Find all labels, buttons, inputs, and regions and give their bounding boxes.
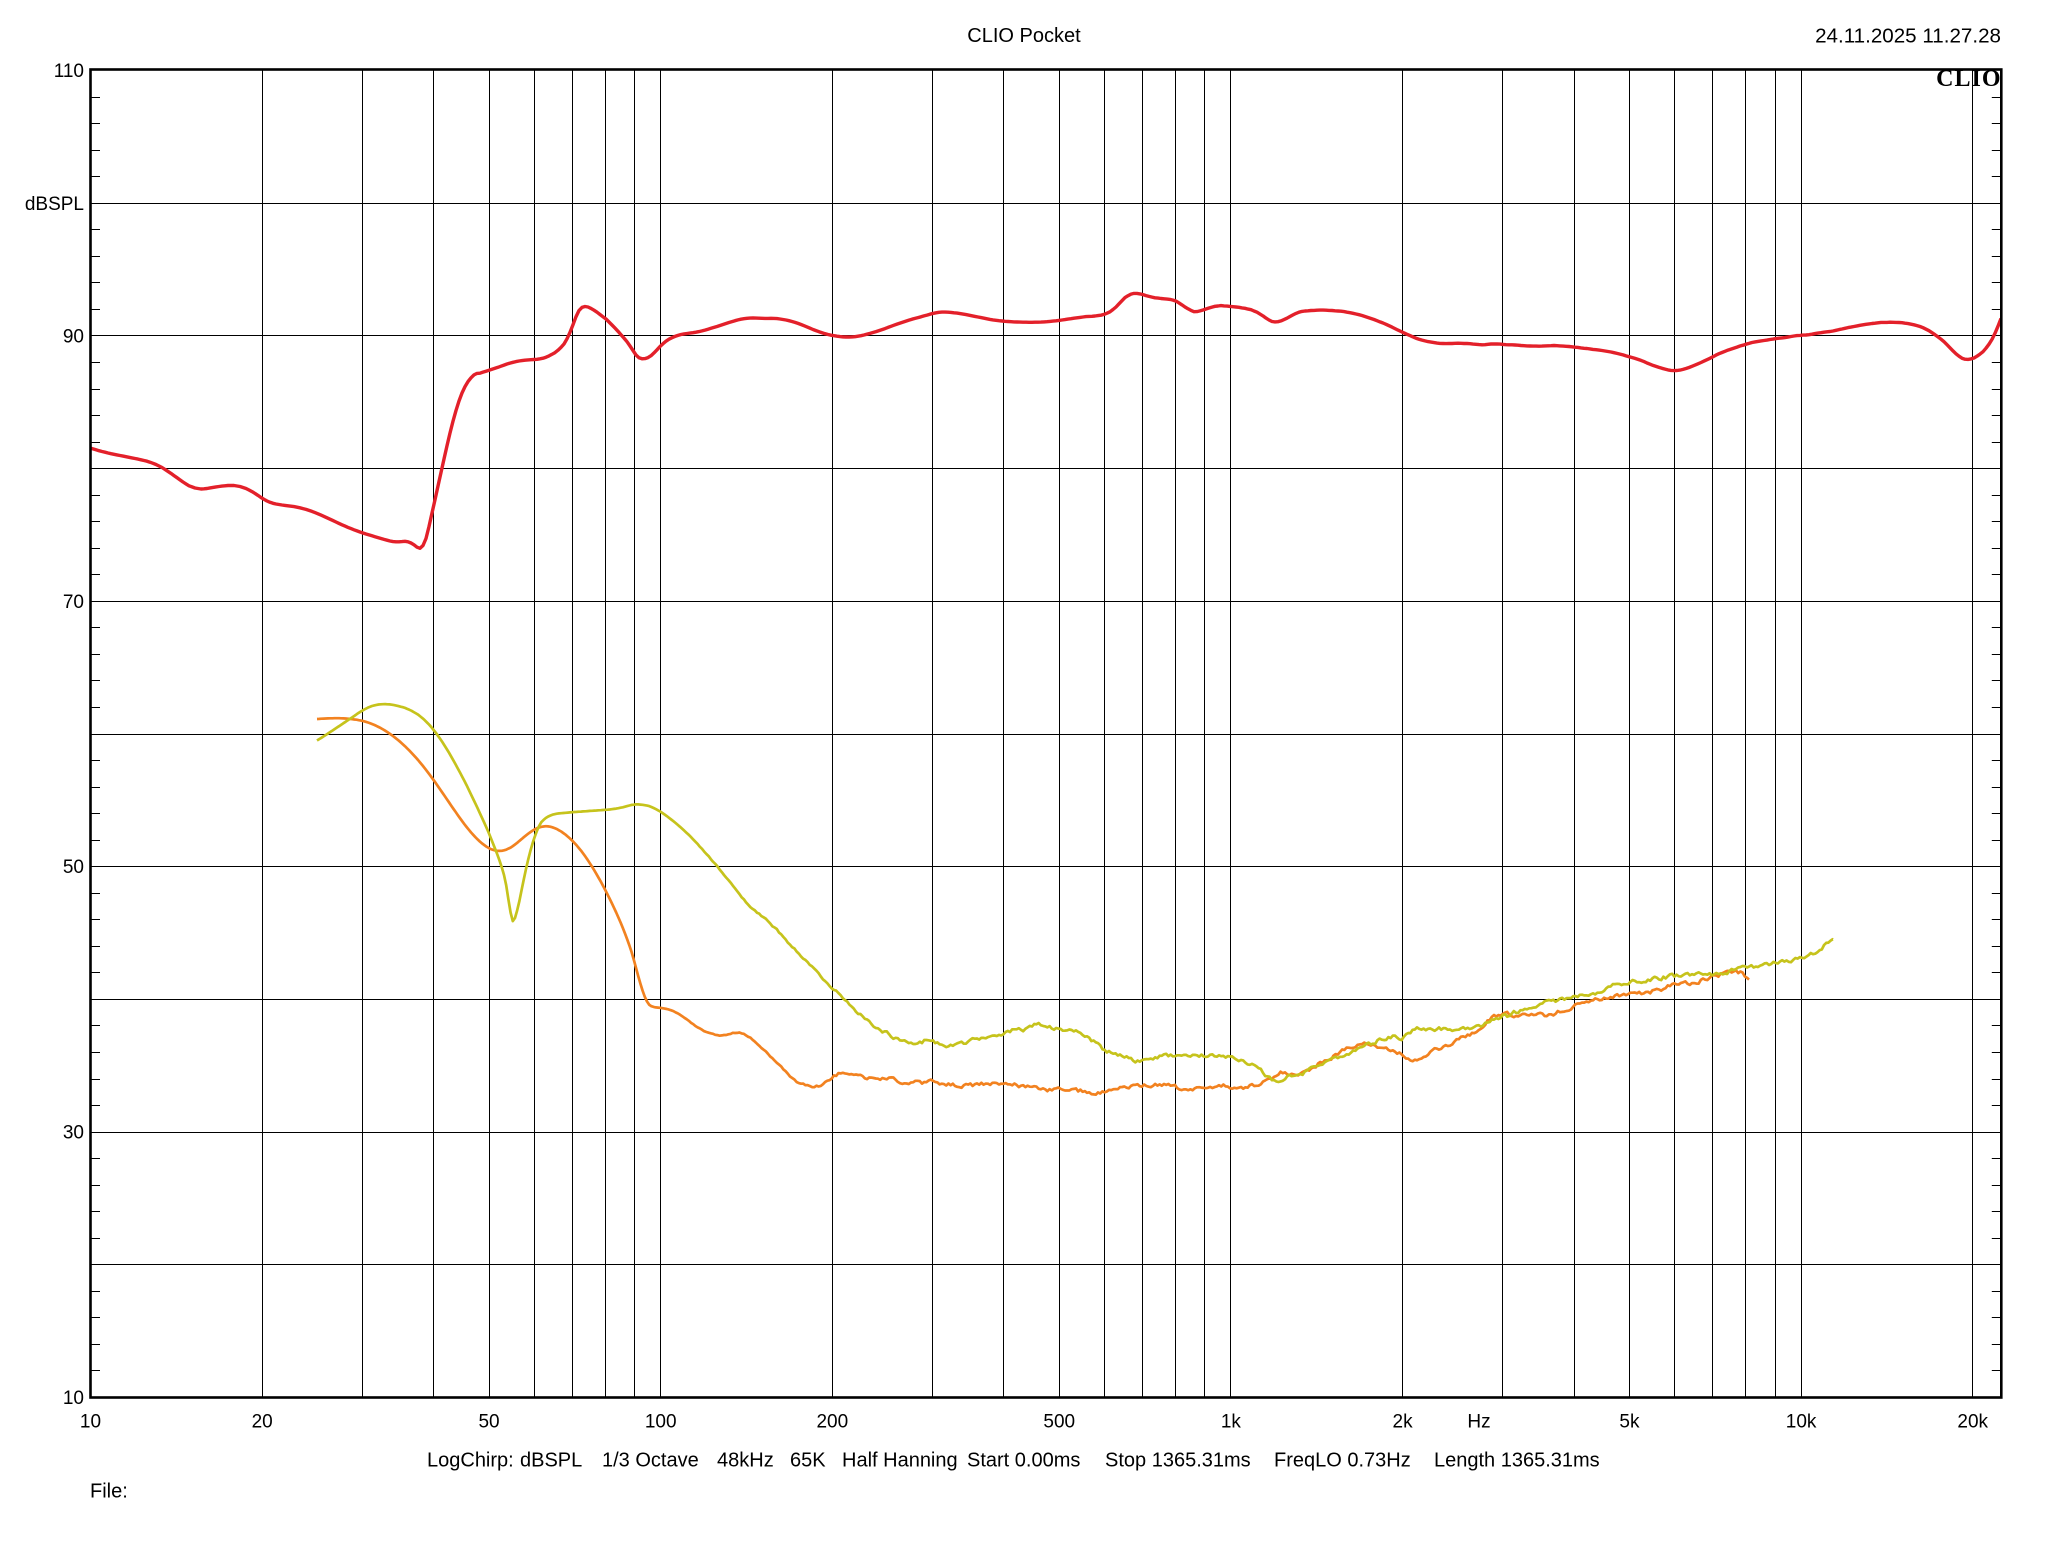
svg-text:500: 500 — [1043, 1412, 1075, 1433]
svg-text:Stop 1365.31ms: Stop 1365.31ms — [1105, 1450, 1251, 1472]
svg-text:20k: 20k — [1957, 1412, 1988, 1433]
svg-text:2k: 2k — [1393, 1412, 1414, 1433]
svg-text:70: 70 — [63, 592, 84, 613]
svg-text:100: 100 — [645, 1412, 677, 1433]
svg-text:1/3 Octave: 1/3 Octave — [602, 1450, 699, 1472]
svg-text:Start 0.00ms: Start 0.00ms — [967, 1450, 1080, 1472]
svg-text:200: 200 — [816, 1412, 848, 1433]
svg-text:FreqLO 0.73Hz: FreqLO 0.73Hz — [1274, 1450, 1411, 1472]
svg-text:90: 90 — [63, 326, 84, 347]
svg-text:10: 10 — [63, 1388, 84, 1409]
svg-text:110: 110 — [54, 61, 84, 82]
svg-text:24.11.2025 11.27.28: 24.11.2025 11.27.28 — [1815, 25, 2001, 48]
svg-text:CLIO Pocket: CLIO Pocket — [967, 25, 1081, 47]
svg-text:dBSPL: dBSPL — [520, 1450, 582, 1472]
svg-text:File:: File: — [90, 1481, 128, 1503]
svg-text:5k: 5k — [1619, 1412, 1640, 1433]
svg-text:10: 10 — [80, 1412, 101, 1433]
svg-text:CLIO: CLIO — [1936, 66, 2001, 92]
svg-text:30: 30 — [63, 1123, 84, 1144]
svg-text:65K: 65K — [790, 1450, 826, 1472]
svg-text:Hz: Hz — [1467, 1412, 1490, 1433]
svg-text:Length 1365.31ms: Length 1365.31ms — [1434, 1450, 1600, 1472]
svg-text:50: 50 — [63, 857, 84, 878]
svg-text:48kHz: 48kHz — [717, 1450, 774, 1472]
svg-text:1k: 1k — [1221, 1412, 1242, 1433]
svg-text:LogChirp:: LogChirp: — [427, 1450, 514, 1472]
svg-text:20: 20 — [252, 1412, 273, 1433]
svg-text:50: 50 — [478, 1412, 499, 1433]
svg-text:dBSPL: dBSPL — [25, 194, 84, 215]
svg-text:10k: 10k — [1786, 1412, 1817, 1433]
svg-text:Half Hanning: Half Hanning — [842, 1450, 958, 1472]
